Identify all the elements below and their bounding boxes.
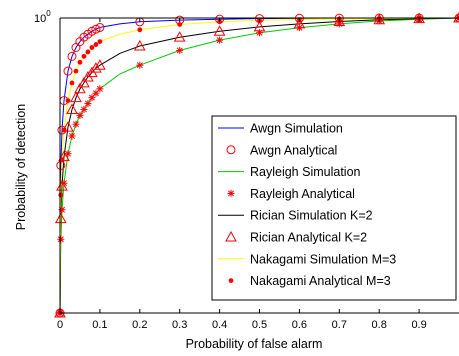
legend-label: Rayleigh Analytical	[250, 187, 355, 201]
legend-entry: Nakagami Analytical M=3	[229, 274, 391, 288]
data-point	[68, 133, 75, 140]
data-point	[78, 60, 83, 65]
x-tick-label: 0.8	[372, 319, 387, 331]
data-point	[256, 29, 263, 36]
data-point	[177, 22, 182, 27]
x-tick-label: 0.4	[212, 319, 227, 331]
legend-label: Rician Simulation K=2	[250, 209, 373, 223]
data-point	[57, 236, 64, 243]
data-point	[76, 112, 83, 119]
legend-label: Rician Analytical K=2	[250, 231, 367, 245]
data-point	[74, 69, 79, 74]
legend-label: Nakagami Simulation M=3	[250, 252, 396, 266]
x-tick-label: 0.7	[332, 319, 347, 331]
legend-marker-sample	[229, 278, 234, 283]
data-point	[90, 45, 95, 50]
data-point	[80, 106, 87, 113]
data-point	[94, 42, 99, 47]
legend-marker-sample	[228, 190, 235, 197]
y-tick-label: 100	[34, 9, 51, 25]
legend-label: Awgn Simulation	[250, 122, 343, 136]
data-point	[62, 128, 67, 133]
data-point	[137, 27, 142, 32]
data-point	[96, 85, 103, 92]
x-tick-label: 0.9	[411, 319, 426, 331]
legend-label: Awgn Analytical	[250, 143, 337, 157]
data-point	[66, 98, 71, 103]
data-point	[136, 62, 143, 69]
x-axis-title: Probability of false alarm	[186, 337, 323, 351]
data-point	[216, 37, 223, 44]
data-point	[84, 100, 91, 107]
data-point	[98, 39, 103, 44]
legend-label: Nakagami Analytical M=3	[250, 274, 391, 288]
x-tick-label: 0.3	[172, 319, 187, 331]
x-tick-label: 0	[57, 319, 63, 331]
legend: Awgn Simulation Awgn Analytical Rayleigh S…	[212, 116, 456, 300]
legend-label: Rayleigh Simulation	[250, 165, 361, 179]
data-point	[176, 47, 183, 54]
y-axis-title: Probability of detection	[14, 104, 28, 231]
x-tick-label: 0.2	[132, 319, 147, 331]
x-tick-label: 0.6	[292, 319, 307, 331]
data-point	[58, 193, 63, 198]
data-point	[86, 50, 91, 55]
data-point	[70, 81, 75, 86]
x-tick-label: 0.1	[92, 319, 107, 331]
data-point	[72, 121, 79, 128]
data-point	[82, 54, 87, 59]
x-tick-label: 0.5	[252, 319, 267, 331]
